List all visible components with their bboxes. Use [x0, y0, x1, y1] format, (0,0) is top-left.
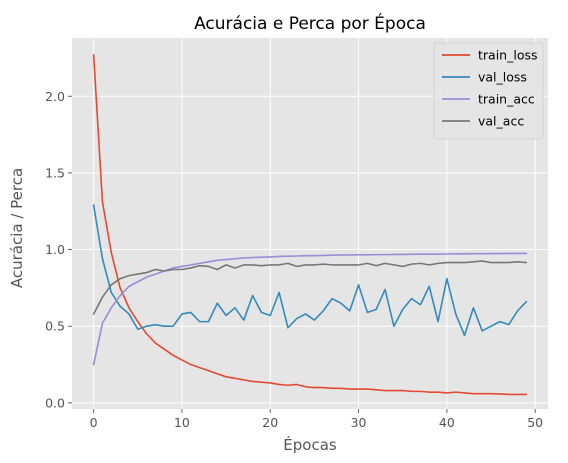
series-line-val-acc	[92, 260, 528, 315]
legend-label-val-acc: val_acc	[478, 114, 524, 129]
legend-label-train-acc: train_acc	[478, 92, 535, 107]
ticks: 0 10 20 30 40 50 0.0 0.5 1.0 1.5 2.0	[45, 89, 543, 430]
series-line-val-loss	[92, 204, 528, 337]
y-tick-label: 2.0	[45, 89, 65, 104]
legend-label-train-loss: train_loss	[478, 48, 538, 63]
series-layer	[92, 54, 528, 396]
series-line-train-loss	[92, 54, 528, 396]
x-tick-label: 0	[90, 415, 98, 430]
x-tick-label: 50	[527, 415, 543, 430]
x-axis-label: Épocas	[283, 435, 337, 454]
legend-box	[433, 42, 544, 140]
x-tick-label: 20	[262, 415, 278, 430]
y-tick-label: 1.0	[45, 242, 65, 257]
x-tick-label: 40	[439, 415, 455, 430]
x-tick-label: 30	[351, 415, 367, 430]
y-tick-label: 0.5	[45, 319, 65, 334]
legend-label-val-loss: val_loss	[478, 70, 527, 85]
chart-title: Acurácia e Perca por Época	[194, 12, 426, 34]
y-axis-label: Acurácia / Perca	[8, 168, 26, 288]
y-tick-label: 1.5	[45, 165, 65, 180]
x-tick-label: 10	[174, 415, 190, 430]
y-tick-label: 0.0	[45, 395, 65, 410]
legend: train_loss val_loss train_acc val_acc	[433, 42, 544, 140]
